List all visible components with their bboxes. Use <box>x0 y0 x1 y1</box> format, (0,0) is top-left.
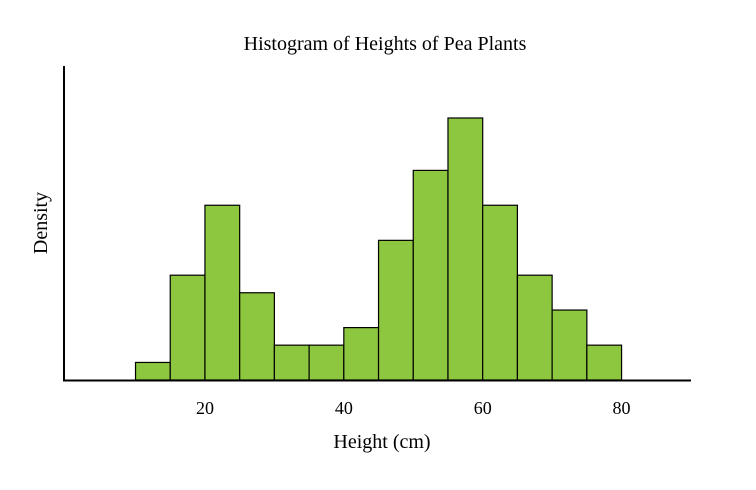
chart-title: Histogram of Heights of Pea Plants <box>244 33 527 55</box>
bar-75-80 <box>586 344 623 381</box>
x-tick-label-20: 20 <box>196 398 214 418</box>
bar-50-55 <box>412 169 449 381</box>
x-tick-label-80: 80 <box>613 398 631 418</box>
x-tick-label-60: 60 <box>474 398 492 418</box>
x-tick-label-40: 40 <box>335 398 353 418</box>
bar-35-40 <box>308 344 345 381</box>
bar-15-20 <box>169 274 206 381</box>
bar-60-65 <box>482 204 519 381</box>
bar-10-15 <box>134 361 171 381</box>
bar-30-35 <box>273 344 310 381</box>
bar-40-45 <box>343 327 380 381</box>
bars-group <box>134 117 623 381</box>
bar-45-50 <box>377 239 414 381</box>
x-tick-labels: 20 40 60 80 <box>196 398 631 418</box>
bar-70-75 <box>551 309 588 381</box>
bar-65-70 <box>516 274 553 381</box>
axes <box>63 66 691 382</box>
x-axis-label: Height (cm) <box>333 431 430 453</box>
bar-25-30 <box>239 292 275 381</box>
bar-20-25 <box>204 204 241 381</box>
y-axis-label: Density <box>30 192 52 254</box>
bar-55-60 <box>447 117 484 381</box>
